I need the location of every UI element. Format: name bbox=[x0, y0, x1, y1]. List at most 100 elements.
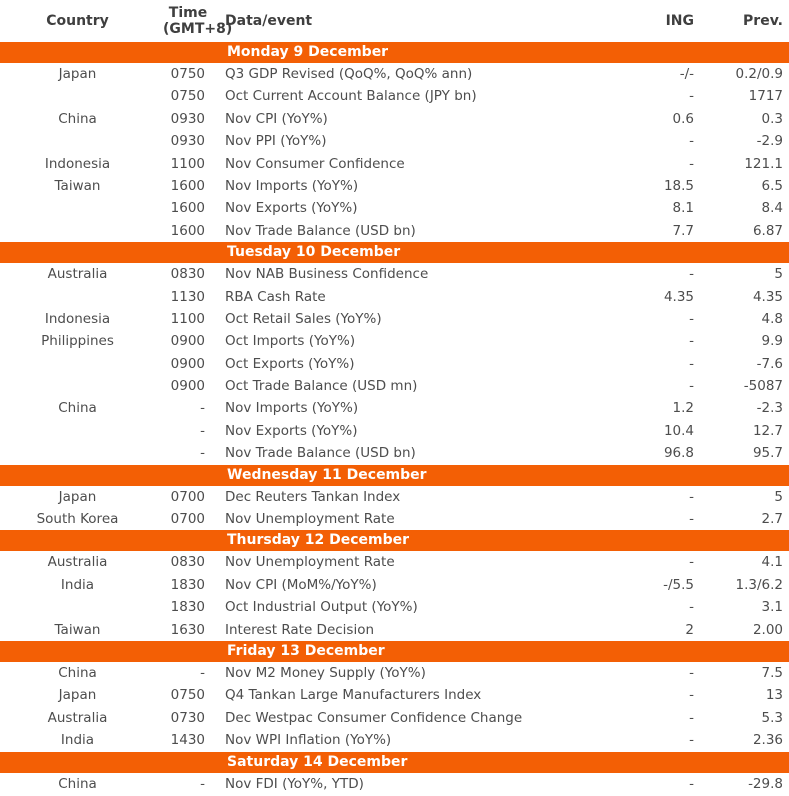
previous-value-cell: -2.9 bbox=[756, 133, 783, 150]
country-cell: Japan bbox=[58, 488, 97, 505]
ing-forecast-cell: - bbox=[689, 155, 694, 172]
event-row: Philippines 0900 Oct Imports (YoY%) - 9.9 bbox=[0, 330, 789, 352]
country-cell: China bbox=[58, 110, 97, 127]
time-cell: 0930 bbox=[170, 110, 205, 127]
ing-forecast-cell: 7.7 bbox=[672, 222, 694, 239]
event-row: Japan 0750 Q4 Tankan Large Manufacturers I… bbox=[0, 684, 789, 706]
ing-forecast-cell: 2 bbox=[685, 621, 694, 638]
country-cell: Taiwan bbox=[54, 621, 101, 638]
time-cell: 0750 bbox=[170, 88, 205, 105]
time-cell: 1600 bbox=[170, 222, 205, 239]
time-cell: - bbox=[200, 664, 205, 681]
event-cell: RBA Cash Rate bbox=[225, 288, 326, 305]
ing-forecast-cell: - bbox=[689, 133, 694, 150]
time-cell: 0750 bbox=[170, 687, 205, 704]
event-row: Australia 0730 Dec Westpac Consumer Confid… bbox=[0, 707, 789, 729]
previous-value-cell: 9.9 bbox=[761, 333, 783, 350]
event-cell: Nov Imports (YoY%) bbox=[225, 177, 359, 194]
previous-value-cell: 6.87 bbox=[752, 222, 783, 239]
event-row: India 1430 Nov WPI Inflation (YoY%) - 2.36 bbox=[0, 729, 789, 751]
event-cell: Nov CPI (YoY%) bbox=[225, 110, 328, 127]
event-cell: Nov Imports (YoY%) bbox=[225, 400, 359, 417]
ing-forecast-cell: - bbox=[689, 355, 694, 372]
event-row: 1600 Nov Trade Balance (USD bn) 7.7 6.87 bbox=[0, 220, 789, 242]
ing-forecast-cell: - bbox=[689, 266, 694, 283]
ing-forecast-cell: - bbox=[689, 333, 694, 350]
event-row: 1130 RBA Cash Rate 4.35 4.35 bbox=[0, 286, 789, 308]
event-row: India 1830 Nov CPI (MoM%/YoY%) -/5.5 1.3/6.2 bbox=[0, 574, 789, 596]
event-cell: Nov PPI (YoY%) bbox=[225, 133, 327, 150]
event-row: China - Nov FDI (YoY%, YTD) - -29.8 bbox=[0, 773, 789, 795]
time-cell: 1830 bbox=[170, 599, 205, 616]
header-data-event: Data/event bbox=[225, 13, 313, 29]
time-cell: 1100 bbox=[170, 310, 205, 327]
event-cell: Oct Imports (YoY%) bbox=[225, 333, 356, 350]
country-cell: Philippines bbox=[41, 333, 114, 350]
previous-value-cell: 12.7 bbox=[752, 422, 783, 439]
event-cell: Oct Trade Balance (USD mn) bbox=[225, 378, 418, 395]
time-cell: 0700 bbox=[170, 511, 205, 528]
previous-value-cell: 2.7 bbox=[761, 511, 783, 528]
previous-value-cell: 4.35 bbox=[752, 288, 783, 305]
event-cell: Nov NAB Business Confidence bbox=[225, 266, 429, 283]
header-time-line1: Time bbox=[168, 5, 208, 21]
event-cell: Nov Exports (YoY%) bbox=[225, 200, 358, 217]
ing-forecast-cell: - bbox=[689, 488, 694, 505]
event-cell: Nov Trade Balance (USD bn) bbox=[225, 445, 416, 462]
previous-value-cell: 0.3 bbox=[761, 110, 783, 127]
ing-forecast-cell: 96.8 bbox=[663, 445, 694, 462]
time-cell: 0900 bbox=[170, 333, 205, 350]
country-cell: China bbox=[58, 775, 97, 792]
table-body: Monday 9 December Japan 0750 Q3 GDP Revised… bbox=[0, 42, 789, 795]
event-row: China - Nov M2 Money Supply (YoY%) - 7.5 bbox=[0, 662, 789, 684]
header-prev: Prev. bbox=[743, 13, 783, 29]
ing-forecast-cell: - bbox=[689, 511, 694, 528]
ing-forecast-cell: 8.1 bbox=[672, 200, 694, 217]
event-row: Taiwan 1630 Interest Rate Decision 2 2.00 bbox=[0, 619, 789, 641]
event-cell: Nov M2 Money Supply (YoY%) bbox=[225, 664, 426, 681]
day-band: Saturday 14 December bbox=[0, 751, 789, 773]
previous-value-cell: 95.7 bbox=[752, 445, 783, 462]
previous-value-cell: -7.6 bbox=[756, 355, 783, 372]
country-cell: Indonesia bbox=[44, 155, 111, 172]
previous-value-cell: 8.4 bbox=[761, 200, 783, 217]
time-cell: 0900 bbox=[170, 378, 205, 395]
ing-forecast-cell: - bbox=[689, 310, 694, 327]
event-cell: Oct Industrial Output (YoY%) bbox=[225, 599, 418, 616]
country-cell: South Korea bbox=[36, 511, 119, 528]
country-cell: Japan bbox=[58, 66, 97, 82]
event-row: - Nov Trade Balance (USD bn) 96.8 95.7 bbox=[0, 442, 789, 464]
ing-forecast-cell: - bbox=[689, 775, 694, 792]
previous-value-cell: 4.8 bbox=[761, 310, 783, 327]
time-cell: 1830 bbox=[170, 576, 205, 593]
time-cell: 0750 bbox=[170, 66, 205, 82]
day-band: Tuesday 10 December bbox=[0, 242, 789, 264]
country-cell: Taiwan bbox=[54, 177, 101, 194]
previous-value-cell: 2.36 bbox=[752, 732, 783, 749]
event-row: 0750 Oct Current Account Balance (JPY bn)… bbox=[0, 85, 789, 107]
event-row: Taiwan 1600 Nov Imports (YoY%) 18.5 6.5 bbox=[0, 175, 789, 197]
day-band: Friday 13 December bbox=[0, 640, 789, 662]
ing-forecast-cell: - bbox=[689, 88, 694, 105]
country-cell: China bbox=[58, 664, 97, 681]
time-cell: - bbox=[200, 775, 205, 792]
ing-forecast-cell: 10.4 bbox=[663, 422, 694, 439]
time-cell: 1100 bbox=[170, 155, 205, 172]
country-cell: India bbox=[60, 576, 95, 593]
time-cell: 1130 bbox=[170, 288, 205, 305]
previous-value-cell: 0.2/0.9 bbox=[735, 66, 784, 82]
event-row: 1830 Oct Industrial Output (YoY%) - 3.1 bbox=[0, 596, 789, 618]
event-row: - Nov Exports (YoY%) 10.4 12.7 bbox=[0, 420, 789, 442]
event-cell: Nov Unemployment Rate bbox=[225, 554, 395, 571]
event-cell: Q4 Tankan Large Manufacturers Index bbox=[225, 687, 482, 704]
event-row: China - Nov Imports (YoY%) 1.2 -2.3 bbox=[0, 397, 789, 419]
event-row: Japan 0700 Dec Reuters Tankan Index - 5 bbox=[0, 486, 789, 508]
header-time: Time (GMT+8) bbox=[163, 5, 232, 37]
country-cell: Australia bbox=[47, 266, 108, 283]
previous-value-cell: 6.5 bbox=[761, 177, 783, 194]
ing-forecast-cell: - bbox=[689, 709, 694, 726]
event-cell: Oct Exports (YoY%) bbox=[225, 355, 355, 372]
previous-value-cell: 13 bbox=[765, 687, 783, 704]
event-row: Indonesia 1100 Oct Retail Sales (YoY%) - 4.8 bbox=[0, 308, 789, 330]
event-cell: Nov Consumer Confidence bbox=[225, 155, 405, 172]
